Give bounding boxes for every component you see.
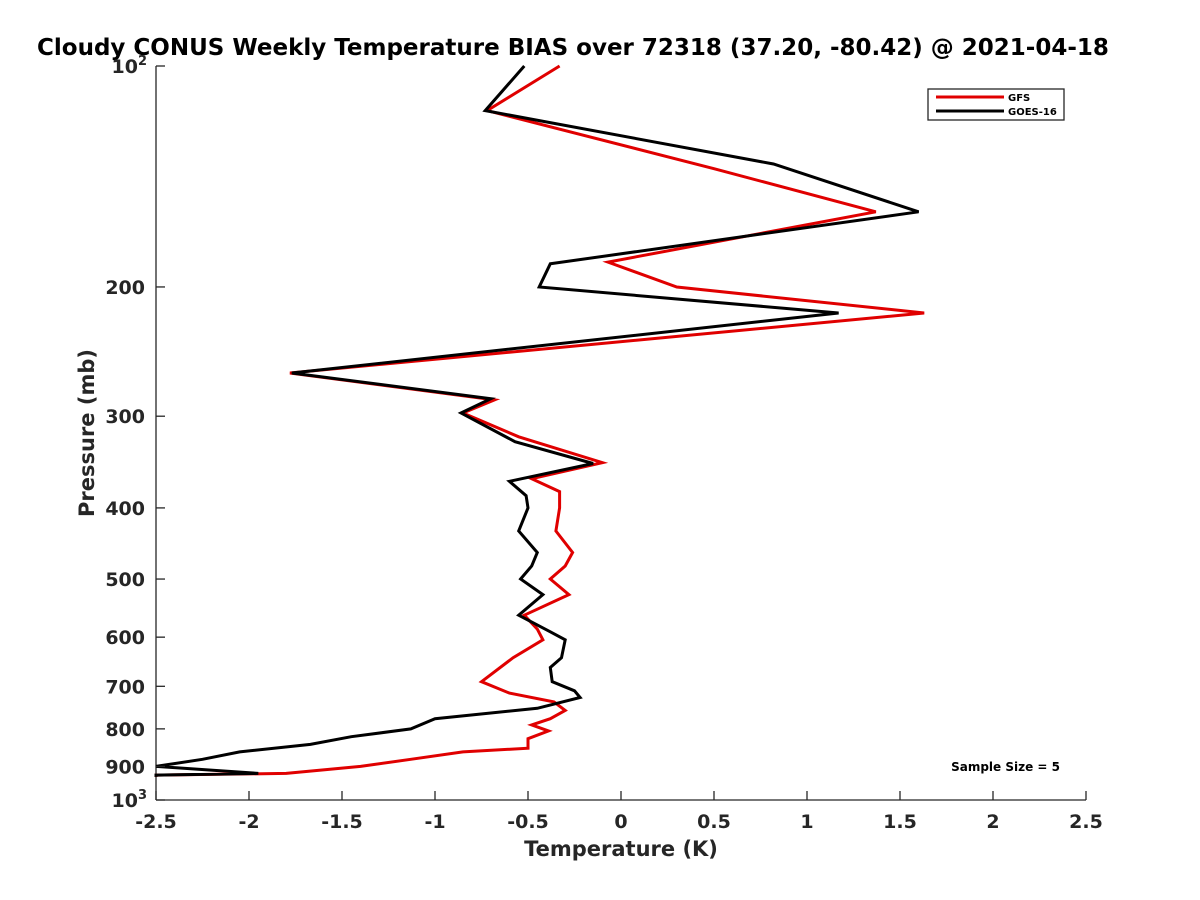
y-tick-label: 800: [105, 719, 145, 741]
x-tick-label: 2: [986, 811, 999, 833]
y-tick-label: 10: [112, 56, 138, 78]
y-tick-label: 300: [105, 406, 145, 428]
y-tick-label: 700: [105, 676, 145, 698]
sample-size-annotation: Sample Size = 5: [951, 760, 1060, 774]
series-group: [154, 64, 925, 777]
legend-label: GFS: [1008, 93, 1030, 104]
x-tick-label: 1: [800, 811, 813, 833]
y-tick-exponent: 2: [138, 54, 147, 69]
x-tick-label: -1: [424, 811, 445, 833]
y-tick-label: 900: [105, 756, 145, 778]
legend: GFS GOES-16: [927, 88, 1065, 121]
x-tick-label: 2.5: [1069, 811, 1103, 833]
x-tick-label: 0.5: [697, 811, 731, 833]
x-tick-label: -2.5: [135, 811, 177, 833]
plot-area: [155, 66, 1086, 801]
legend-label: GOES-16: [1008, 107, 1057, 118]
x-ticks: -2.5 -2 -1.5 -1 -0.5 0 0.5 1 1.5 2 2.5: [135, 791, 1103, 833]
y-tick-label: 500: [105, 569, 145, 591]
y-tick-label: 400: [105, 498, 145, 520]
y-tick-label: 200: [105, 277, 145, 299]
y-tick-label: 10: [112, 790, 138, 812]
y-tick-exponent: 3: [138, 788, 147, 803]
x-tick-label: 1.5: [883, 811, 917, 833]
y-axis-label: Pressure (mb): [75, 349, 99, 517]
x-tick-label: -2: [238, 811, 259, 833]
y-tick-label: 600: [105, 627, 145, 649]
series-line-goes-16: [154, 65, 920, 777]
x-axis-label: Temperature (K): [524, 837, 718, 861]
legend-box: [927, 88, 1065, 121]
series-line-gfs: [154, 64, 925, 777]
chart-title: Cloudy CONUS Weekly Temperature BIAS ove…: [37, 35, 1109, 61]
x-tick-label: -1.5: [321, 811, 363, 833]
x-tick-label: 0: [614, 811, 627, 833]
x-tick-label: -0.5: [507, 811, 549, 833]
